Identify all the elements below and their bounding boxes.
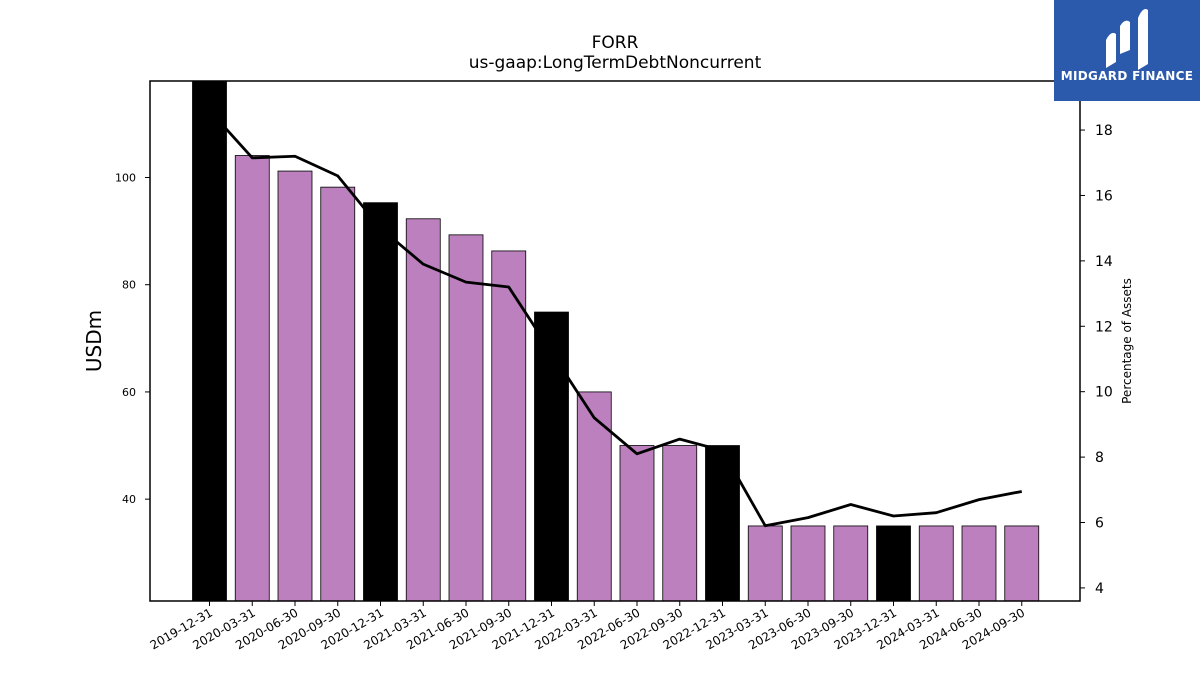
y2-tick-label: 8: [1095, 450, 1104, 466]
x-axis: 2019-12-312020-03-312020-06-302020-09-30…: [148, 601, 1027, 652]
bar: [619, 445, 655, 602]
bar: [876, 525, 911, 602]
midgard-logo-icon: [1106, 9, 1148, 70]
pct-assets-line: [208, 109, 1023, 528]
y-axis-right: 4 6 8 10 12 14 16 18: [1080, 123, 1113, 597]
line-layer: [208, 109, 1023, 528]
bar: [234, 155, 270, 602]
bar: [961, 525, 997, 602]
y2-tick-label: 6: [1095, 516, 1104, 532]
y-axis-left: 40 60 80 100: [115, 171, 150, 506]
logo-text: MIDGARD FINANCE: [1060, 69, 1194, 83]
bar: [192, 80, 227, 602]
y-tick-label: 40: [122, 493, 136, 506]
chart-subtitle: us-gaap:LongTermDebtNoncurrent: [469, 53, 762, 73]
bar: [576, 391, 612, 602]
y2-tick-label: 16: [1095, 188, 1113, 204]
y2-axis-label: Percentage of Assets: [1120, 278, 1134, 404]
bar: [534, 311, 569, 602]
bar: [405, 218, 441, 602]
bar: [277, 170, 313, 602]
y-axis-label: USDm: [82, 310, 106, 372]
bar: [833, 525, 869, 602]
bar: [790, 525, 826, 602]
y2-tick-label: 10: [1095, 385, 1113, 401]
bars-layer: [192, 80, 1040, 602]
bar: [662, 445, 698, 602]
bar: [1004, 525, 1040, 602]
bar: [491, 250, 527, 602]
brand-logo: MIDGARD FINANCE: [1054, 0, 1200, 101]
y2-tick-label: 4: [1095, 581, 1104, 597]
plot-frame: [149, 80, 1081, 602]
y2-tick-label: 12: [1095, 319, 1113, 335]
y-tick-label: 80: [122, 279, 136, 292]
y2-tick-label: 18: [1095, 123, 1113, 139]
y2-tick-label: 14: [1095, 254, 1113, 270]
chart-title: FORR: [592, 33, 639, 53]
bar: [320, 186, 356, 602]
bar: [363, 202, 398, 602]
y-tick-label: 60: [122, 386, 136, 399]
y-tick-label: 100: [115, 171, 136, 184]
bar: [747, 525, 783, 602]
bar: [918, 525, 954, 602]
bar: [448, 234, 484, 602]
